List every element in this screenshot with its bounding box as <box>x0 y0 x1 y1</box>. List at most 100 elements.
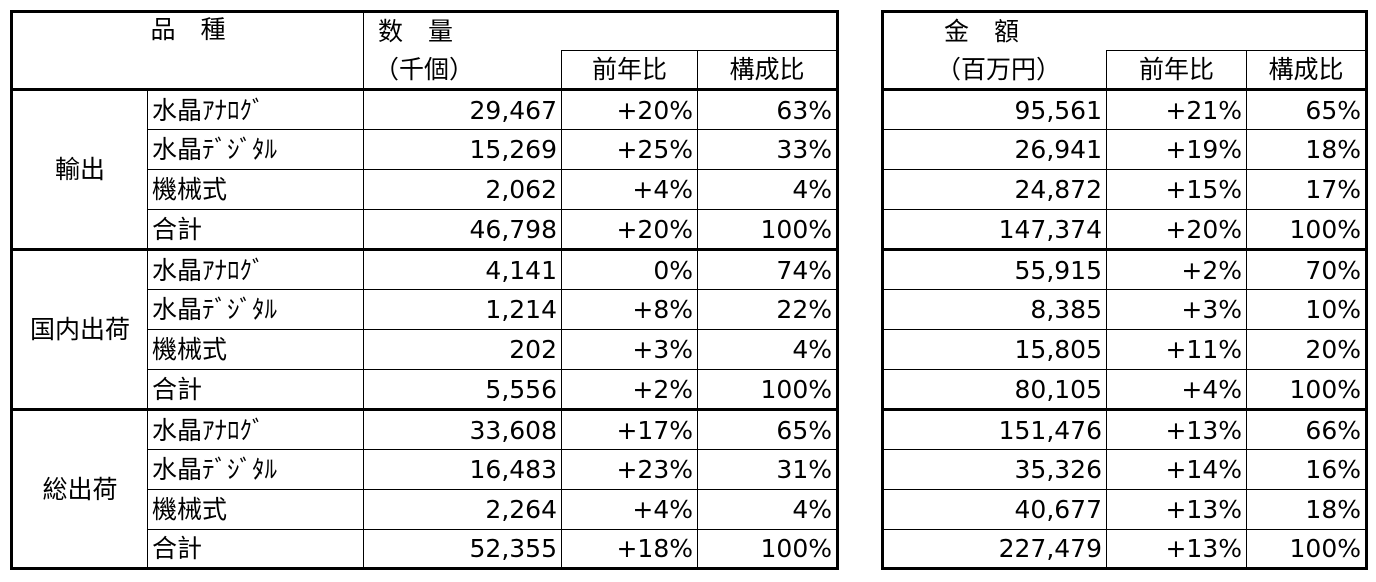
qty-share-value: 100% <box>697 369 838 410</box>
table-row: 水晶ﾃﾞｼﾞﾀﾙ 1,214 +8% 22% <box>12 289 838 330</box>
header-amt-yoy: 前年比 <box>1106 50 1247 90</box>
qty-value: 202 <box>363 329 562 370</box>
header-suryo: 数 量 <box>363 11 562 51</box>
qty-yoy-value: +4% <box>561 489 698 530</box>
amt-share-value: 17% <box>1246 169 1367 210</box>
amt-yoy-value: +11% <box>1106 329 1247 370</box>
amt-value: 35,326 <box>882 449 1107 490</box>
qty-value: 4,141 <box>363 248 562 290</box>
qty-yoy-value: +8% <box>561 289 698 330</box>
amt-yoy-value: +13% <box>1106 529 1247 569</box>
amount-table: 金 額 （百万円） 前年比 構成比 95,561 +21% 65% 26,941 +19… <box>881 10 1368 570</box>
qty-share-value: 65% <box>697 408 838 450</box>
qty-yoy-value: +3% <box>561 329 698 370</box>
amt-value: 227,479 <box>882 529 1107 569</box>
amt-yoy-value: +14% <box>1106 449 1247 490</box>
item-label: 水晶ｱﾅﾛｸﾞ <box>147 88 364 130</box>
amt-value: 26,941 <box>882 129 1107 170</box>
qty-share-value: 4% <box>697 489 838 530</box>
amt-share-value: 18% <box>1246 489 1367 530</box>
item-label: 機械式 <box>147 489 364 530</box>
amt-value: 55,915 <box>882 248 1107 290</box>
qty-share-value: 4% <box>697 329 838 370</box>
qty-value: 1,214 <box>363 289 562 330</box>
item-label: 合計 <box>147 209 364 250</box>
amt-yoy-value: +19% <box>1106 129 1247 170</box>
amt-share-value: 20% <box>1246 329 1367 370</box>
table-row: 40,677 +13% 18% <box>882 489 1367 530</box>
table-row: 8,385 +3% 10% <box>882 289 1367 330</box>
amt-share-value: 18% <box>1246 129 1367 170</box>
item-label: 水晶ﾃﾞｼﾞﾀﾙ <box>147 449 364 490</box>
qty-value: 2,062 <box>363 169 562 210</box>
qty-share-value: 33% <box>697 129 838 170</box>
header-kingaku-unit: （百万円） <box>936 54 1062 84</box>
table-row: 水晶ﾃﾞｼﾞﾀﾙ 16,483 +23% 31% <box>12 449 838 490</box>
amt-yoy-value: +4% <box>1106 369 1247 410</box>
amt-share-value: 100% <box>1246 369 1367 410</box>
table-row: 総出荷 水晶ｱﾅﾛｸﾞ 33,608 +17% 65% <box>11 408 838 569</box>
qty-yoy-value: +17% <box>561 408 698 450</box>
amt-value: 15,805 <box>882 329 1107 370</box>
category-label: 国内出荷 <box>11 248 148 410</box>
amt-share-value: 16% <box>1246 449 1367 490</box>
amt-value: 151,476 <box>882 408 1107 450</box>
qty-share-value: 4% <box>697 169 838 210</box>
table-row: 151,476 +13% 66% <box>882 408 1367 450</box>
qty-yoy-value: +25% <box>561 129 698 170</box>
header-amt-share: 構成比 <box>1246 50 1367 90</box>
item-label: 水晶ｱﾅﾛｸﾞ <box>147 248 364 290</box>
table-row: 35,326 +14% 16% <box>882 449 1367 490</box>
table-row: 95,561 +21% 65% <box>882 88 1367 130</box>
item-label: 水晶ﾃﾞｼﾞﾀﾙ <box>147 129 364 170</box>
qty-yoy-value: +20% <box>561 88 698 130</box>
amt-value: 80,105 <box>882 369 1107 410</box>
qty-value: 2,264 <box>363 489 562 530</box>
header-qty-yoy: 前年比 <box>561 50 698 90</box>
amt-share-value: 100% <box>1246 209 1367 250</box>
item-label: 機械式 <box>147 169 364 210</box>
table-row: 機械式 2,062 +4% 4% <box>12 169 838 210</box>
qty-yoy-value: +2% <box>561 369 698 410</box>
amt-value: 8,385 <box>882 289 1107 330</box>
table-row: 合計 5,556 +2% 100% <box>12 369 838 410</box>
amt-yoy-value: +21% <box>1106 88 1247 130</box>
table-row: 15,805 +11% 20% <box>882 329 1367 370</box>
amt-share-value: 100% <box>1246 529 1367 569</box>
qty-share-value: 31% <box>697 449 838 490</box>
qty-yoy-value: 0% <box>561 248 698 290</box>
category-label: 総出荷 <box>11 408 148 569</box>
header-hinshu: 品 種 <box>150 15 226 44</box>
amt-share-value: 66% <box>1246 408 1367 450</box>
table-row: 26,941 +19% 18% <box>882 129 1367 170</box>
item-label: 合計 <box>147 529 364 569</box>
table-row: 合計 46,798 +20% 100% <box>12 209 838 250</box>
table-row: 国内出荷 水晶ｱﾅﾛｸﾞ 4,141 0% 74% <box>11 248 838 410</box>
table-row: 24,872 +15% 17% <box>882 169 1367 210</box>
amt-value: 95,561 <box>882 88 1107 130</box>
amt-yoy-value: +20% <box>1106 209 1247 250</box>
amt-yoy-value: +2% <box>1106 248 1247 290</box>
qty-value: 46,798 <box>363 209 562 250</box>
qty-value: 16,483 <box>363 449 562 490</box>
table-row: 水晶ﾃﾞｼﾞﾀﾙ 15,269 +25% 33% <box>12 129 838 170</box>
table-row: 227,479 +13% 100% <box>882 529 1367 569</box>
header-qty-share: 構成比 <box>697 50 838 90</box>
item-label: 機械式 <box>147 329 364 370</box>
quantity-table: 品 種 数 量 （千個） 前年比 構成比 輸出 水晶ｱﾅﾛｸﾞ 29,467 +20%… <box>10 10 839 570</box>
table-row: 輸出 水晶ｱﾅﾛｸﾞ 29,467 +20% 63% <box>11 88 838 250</box>
header-suryo-unit: （千個） <box>363 50 562 90</box>
amt-yoy-value: +15% <box>1106 169 1247 210</box>
table-row: 55,915 +2% 70% <box>882 248 1367 290</box>
item-label: 水晶ｱﾅﾛｸﾞ <box>147 408 364 450</box>
amt-value: 147,374 <box>882 209 1107 250</box>
qty-yoy-value: +4% <box>561 169 698 210</box>
qty-yoy-value: +18% <box>561 529 698 569</box>
table-row: 147,374 +20% 100% <box>882 209 1367 250</box>
qty-value: 33,608 <box>363 408 562 450</box>
item-label: 合計 <box>147 369 364 410</box>
table-row: 機械式 2,264 +4% 4% <box>12 489 838 530</box>
table-row: 機械式 202 +3% 4% <box>12 329 838 370</box>
amt-value: 24,872 <box>882 169 1107 210</box>
qty-share-value: 100% <box>697 209 838 250</box>
